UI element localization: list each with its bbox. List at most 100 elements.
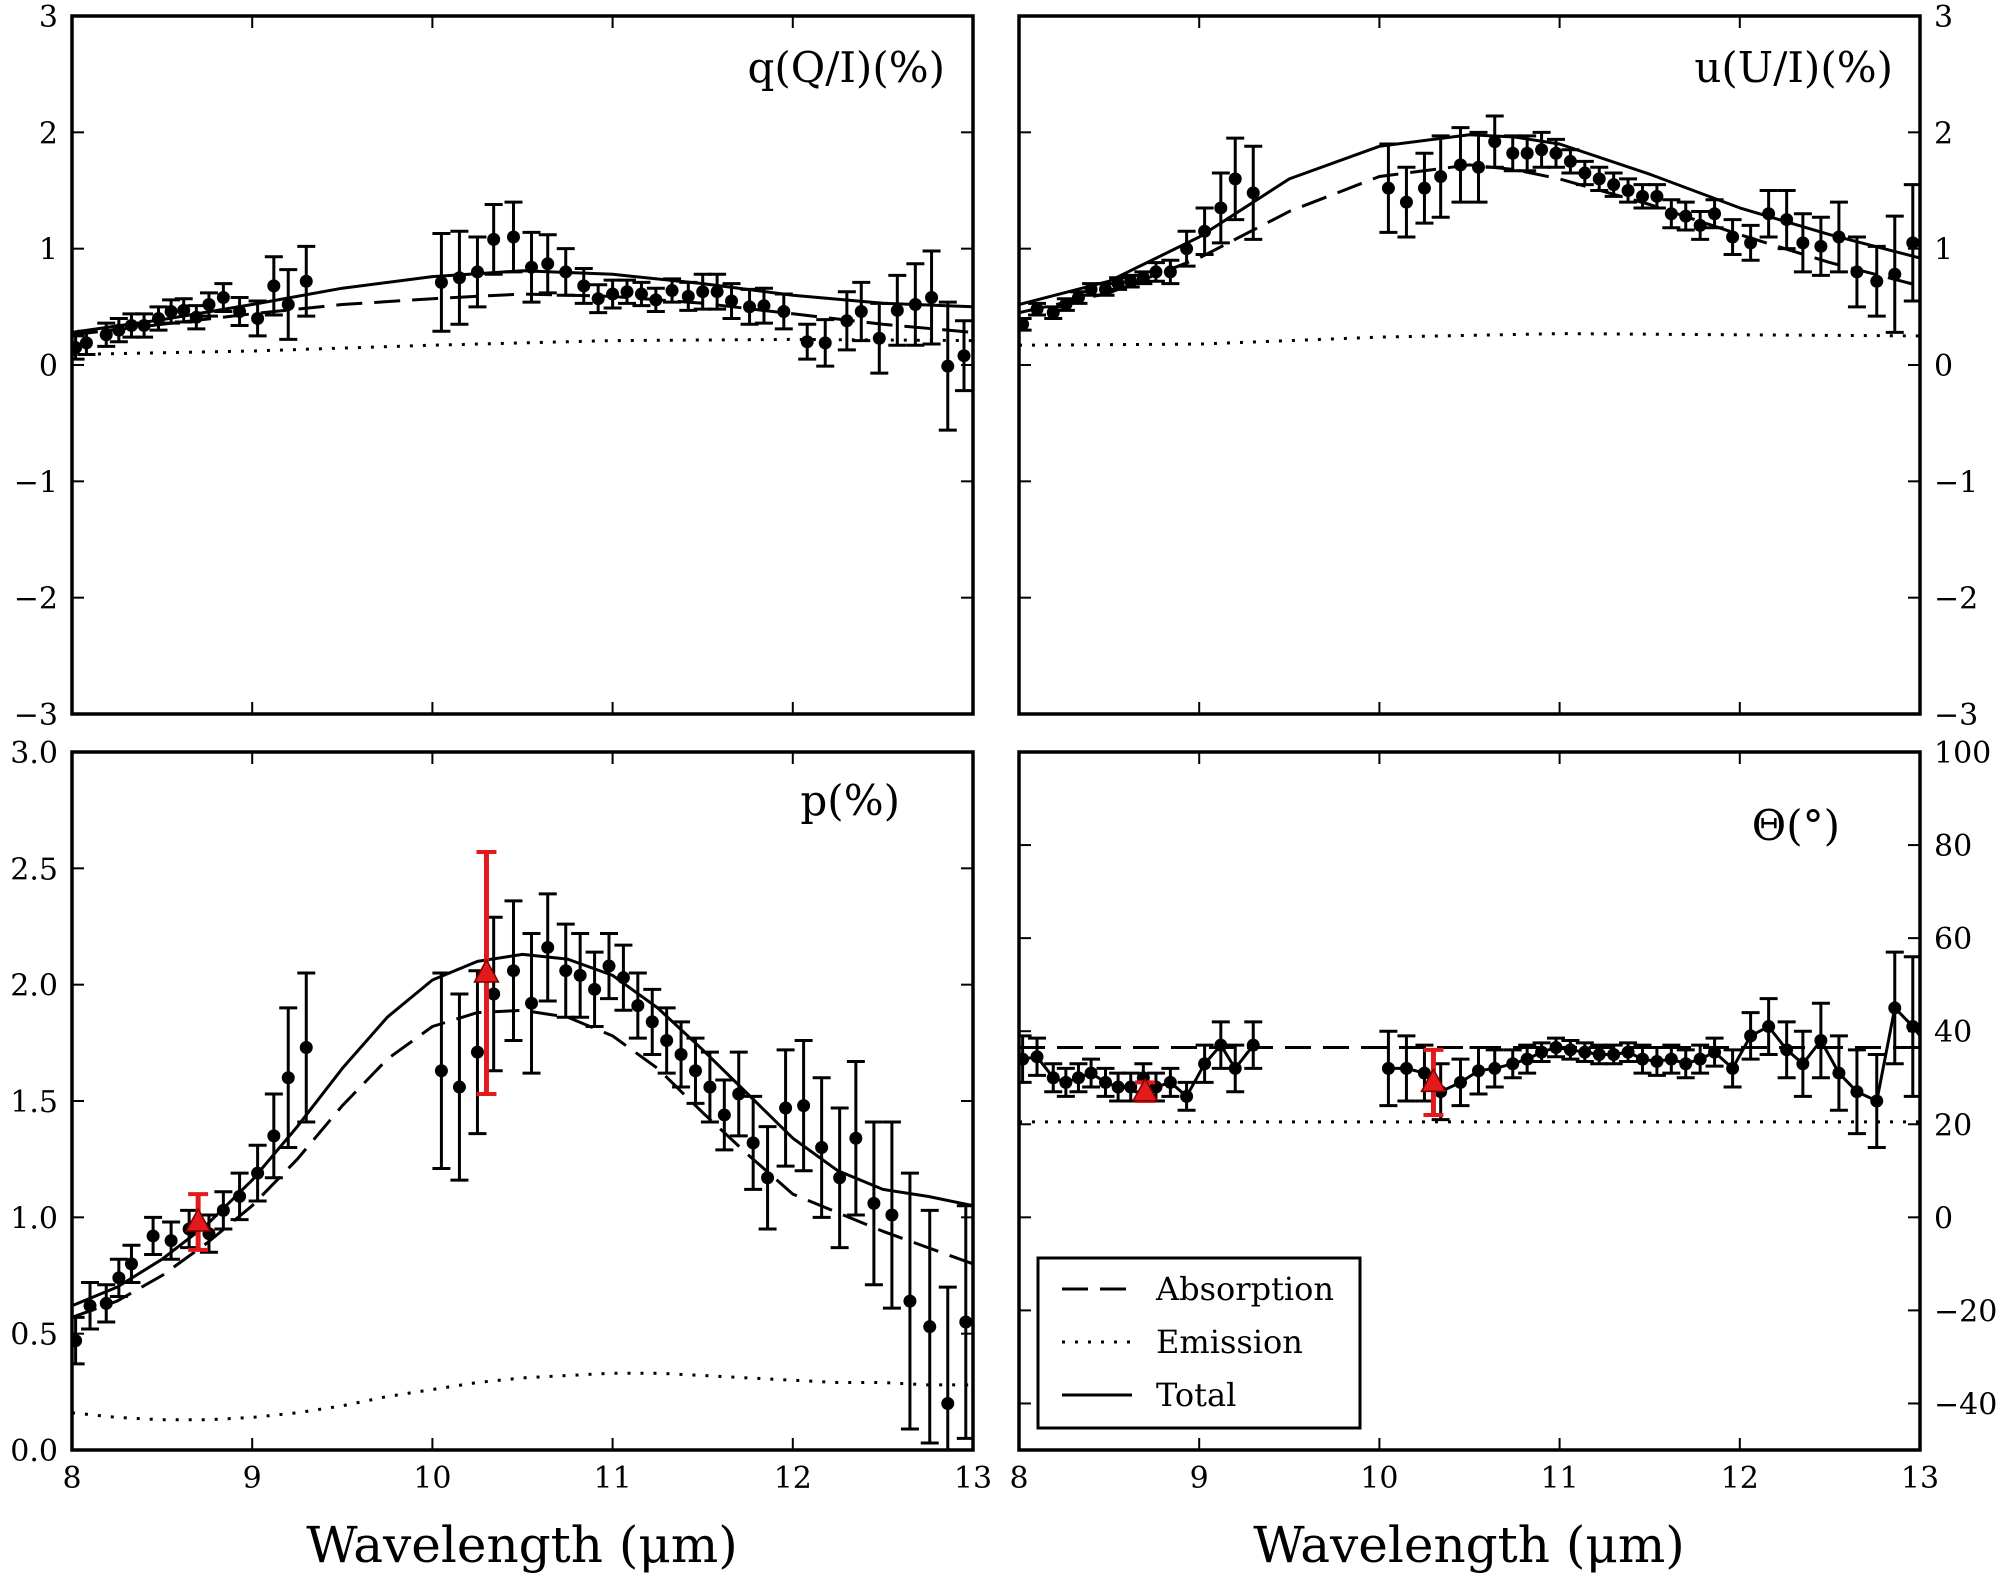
- data-point: [299, 274, 313, 288]
- data-point: [1578, 166, 1592, 180]
- panel-q: 3 2 1 0 −1 −2 −3 q(Q/I)(%): [14, 0, 975, 733]
- data-point: [631, 999, 645, 1013]
- data-point: [525, 260, 539, 274]
- legend-label-emission: Emission: [1156, 1323, 1303, 1361]
- data-point: [470, 265, 484, 279]
- y-tick-label: 0: [1934, 349, 1953, 384]
- data-point: [591, 292, 605, 306]
- data-point: [1578, 1045, 1592, 1059]
- data-point: [725, 294, 739, 308]
- data-point: [1098, 1075, 1112, 1089]
- data-point: [1592, 172, 1606, 186]
- data-point: [1214, 201, 1228, 215]
- y-tick-label: 1.5: [10, 1085, 58, 1120]
- data-point: [470, 1045, 484, 1059]
- data-point: [1832, 1066, 1846, 1080]
- data-point: [1650, 189, 1664, 203]
- data-point: [1650, 1054, 1664, 1068]
- data-point: [1814, 239, 1828, 253]
- panel-theta: Wavelength (μm) 8 9 10 11 12 13 100 80 60 40 20 0 −2…: [1009, 736, 1997, 1574]
- data-point: [216, 291, 230, 305]
- data-point: [1888, 267, 1902, 281]
- data-point: [649, 293, 663, 307]
- series-line-total: [1022, 1043, 1255, 1098]
- plot-frame: [1017, 14, 1922, 716]
- data-point: [124, 318, 138, 332]
- data-point: [1111, 277, 1125, 291]
- data-point: [72, 1334, 83, 1348]
- data-point: [1635, 189, 1649, 203]
- data-point: [1071, 1071, 1085, 1085]
- data-point: [1046, 1071, 1060, 1085]
- data-point: [1635, 1052, 1649, 1066]
- y-tick-label: 2.5: [10, 852, 58, 887]
- data-point: [541, 940, 555, 954]
- data-point: [233, 1189, 247, 1203]
- data-point: [1693, 1052, 1707, 1066]
- data-point: [1621, 1045, 1635, 1059]
- data-point: [251, 1166, 265, 1180]
- data-point: [1071, 291, 1085, 305]
- data-point: [79, 336, 93, 350]
- data-point: [732, 1087, 746, 1101]
- data-point: [1246, 1038, 1260, 1052]
- data-point: [1563, 1043, 1577, 1057]
- data-point: [1246, 186, 1260, 200]
- data-point: [665, 284, 679, 298]
- data-point: [1535, 143, 1549, 157]
- data-point: [1607, 1047, 1621, 1061]
- data-point: [743, 300, 757, 314]
- data-point: [1136, 271, 1150, 285]
- data-point: [833, 1171, 847, 1185]
- y-tick-label: 60: [1934, 922, 1972, 957]
- data-point: [602, 959, 616, 973]
- data-point: [1796, 1057, 1810, 1071]
- y-tick-label: 20: [1934, 1108, 1972, 1143]
- data-point: [1228, 172, 1242, 186]
- x-tick-label: 12: [1721, 1461, 1759, 1496]
- y-tick-label: 3: [39, 0, 58, 35]
- series-line-total-long: [1388, 1006, 1920, 1103]
- data-point: [1453, 158, 1467, 172]
- data-point: [703, 1080, 717, 1094]
- plot-area: [72, 200, 973, 432]
- data-point: [1059, 298, 1073, 312]
- data-point: [696, 285, 710, 299]
- data-point: [761, 1171, 775, 1185]
- data-point: [1850, 1085, 1864, 1099]
- data-point: [1549, 1040, 1563, 1054]
- y-tick-label: −3: [14, 698, 58, 733]
- data-point: [1520, 1052, 1534, 1066]
- data-point: [777, 304, 791, 318]
- data-point: [1592, 1047, 1606, 1061]
- data-point: [1381, 181, 1395, 195]
- data-point: [1163, 265, 1177, 279]
- data-point: [620, 285, 634, 299]
- data-point: [1228, 1061, 1242, 1075]
- y-tick-label: 1.0: [10, 1201, 58, 1236]
- series-line-emission: [1019, 332, 1920, 347]
- data-point: [1111, 1080, 1125, 1094]
- data-point: [164, 304, 178, 318]
- y-tick-label: 0.5: [10, 1318, 58, 1353]
- data-point: [815, 1141, 829, 1155]
- y-tick-label: 100: [1934, 736, 1991, 771]
- data-point: [72, 341, 83, 355]
- data-point: [1520, 146, 1534, 160]
- data-point: [506, 230, 520, 244]
- legend-label-absorption: Absorption: [1155, 1270, 1334, 1308]
- series-line-emission: [72, 337, 973, 356]
- highlight-triangle: [473, 958, 500, 983]
- data-point: [1488, 135, 1502, 149]
- data-point: [1726, 230, 1740, 244]
- legend-box: [1036, 1256, 1362, 1430]
- data-point: [1664, 207, 1678, 221]
- data-point: [281, 298, 295, 312]
- data-point: [1399, 195, 1413, 209]
- data-point: [1098, 282, 1112, 296]
- data-point: [688, 1064, 702, 1078]
- plot-frame: [70, 750, 975, 1452]
- data-point: [867, 1196, 881, 1210]
- data-point: [1434, 170, 1448, 184]
